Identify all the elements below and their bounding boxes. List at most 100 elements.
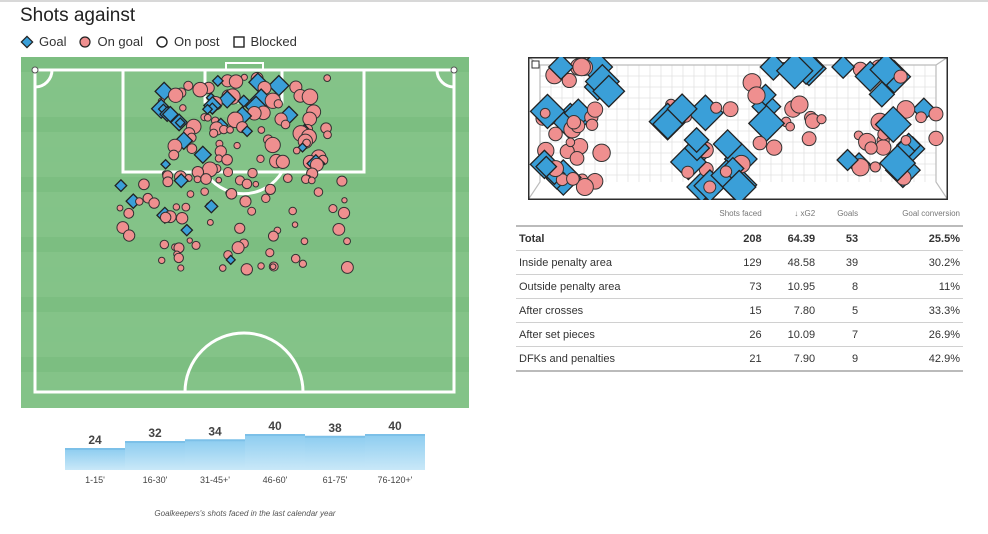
shot-marker [323,74,332,82]
shot-marker [851,158,870,177]
goals-cell: 8 [818,274,862,299]
shot-marker [269,263,277,270]
shot-marker [200,173,212,185]
chart-caption: Goalkeepers's shots faced in the last ca… [154,509,336,518]
goal-shot-marker [874,105,912,144]
shot-marker [900,134,912,146]
shot-marker [179,104,187,112]
xg2-cell: 10.09 [764,322,819,347]
conversion-cell: 26.9% [861,322,963,347]
shot-marker [225,188,238,200]
shot-marker [183,80,194,91]
shot-marker [181,202,191,212]
time-bar [305,436,365,470]
goal-shot-marker [161,105,179,123]
shot-marker [282,173,293,184]
shot-marker [565,137,576,148]
shot-marker [928,106,944,122]
shot-marker [173,252,184,264]
shot-marker [159,211,172,224]
shot-marker [307,176,316,185]
shot-marker [218,264,227,272]
shot-marker [816,114,827,125]
conversion-cell: 30.2% [861,250,963,275]
table-row: Total 208 64.39 53 25.5% [516,226,963,251]
goal-shot-marker [868,80,896,108]
legend-label-on-post: On post [174,34,220,49]
shot-marker [341,197,348,204]
xg2-cell: 64.39 [764,226,819,251]
goal-shot-marker [225,254,237,266]
table-row: After set pieces 26 10.09 7 26.9% [516,322,963,347]
goal-shot-marker [666,93,698,125]
shot-marker [539,107,551,119]
shot-marker [275,154,290,169]
time-bar-category-label: 31-45+' [200,475,230,485]
stats-table: Shots faced ↓ xG2 Goals Goal conversion … [516,207,963,372]
shot-marker [572,57,591,77]
shot-marker [186,143,198,155]
time-bar-value-label: 40 [268,419,282,433]
goal-view-shot-map [528,57,948,200]
shot-marker [332,222,346,236]
shot-marker [264,136,281,154]
table-row: After crosses 15 7.80 5 33.3% [516,298,963,323]
row-label: After crosses [516,298,688,323]
shot-marker [928,130,944,147]
shots-cell: 26 [687,322,765,347]
shot-marker [273,99,283,109]
shot-marker [148,197,160,209]
shot-marker [200,187,209,196]
shot-marker [247,167,258,179]
goal-shot-marker [114,178,128,193]
stats-header-blank [516,207,688,227]
shot-marker [203,113,212,122]
legend-label-goal: Goal [39,34,67,49]
stats-header-shots[interactable]: Shots faced [687,207,765,227]
stats-header-xg2[interactable]: ↓ xG2 [764,207,819,227]
shot-marker [226,125,234,134]
shot-marker [186,237,193,244]
time-bar-value-label: 34 [208,424,222,438]
goals-cell: 5 [818,298,862,323]
shot-marker [681,165,695,179]
shot-marker [167,87,184,103]
center-circle [183,331,305,393]
shot-marker [290,253,301,264]
conversion-cell: 11% [861,274,963,299]
shot-marker [300,237,309,246]
table-row: DFKs and penalties 21 7.90 9 42.9% [516,346,963,372]
shot-marker [337,206,351,220]
corner-arc-right [435,69,455,89]
time-bar-category-label: 1-15' [85,475,105,485]
time-bar-category-label: 16-30' [143,475,168,485]
shot-marker [257,126,266,134]
legend-item-on-post: On post [155,34,220,49]
table-row: Outside penalty area 73 10.95 8 11% [516,274,963,299]
shot-marker [288,206,297,216]
shot-marker [875,139,892,156]
shots-cell: 21 [687,346,765,372]
shot-marker [575,178,594,196]
time-bar-value-label: 38 [328,421,342,435]
goal-frame [225,62,264,71]
shot-marker [138,178,150,191]
shot-marker [915,111,927,124]
shot-marker [265,248,275,258]
goals-cell: 39 [818,250,862,275]
shot-marker [215,176,223,184]
goal-shot-marker [173,172,189,189]
goal-shot-marker [831,57,856,80]
shot-marker [261,193,271,204]
xg2-cell: 7.80 [764,298,819,323]
shot-marker [231,241,245,255]
shot-marker [122,229,136,242]
shot-marker [252,180,260,188]
stats-header-goals[interactable]: Goals [818,207,862,227]
row-label: Outside penalty area [516,274,688,299]
goal-shot-marker [211,74,225,88]
shot-marker [256,154,265,164]
shot-marker [239,195,252,208]
row-label: After set pieces [516,322,688,347]
stats-header-conversion[interactable]: Goal conversion [861,207,963,227]
